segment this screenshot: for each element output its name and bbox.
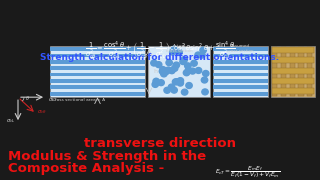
Bar <box>213 66 268 70</box>
Bar <box>272 47 277 96</box>
Bar <box>213 85 268 89</box>
Bar <box>213 73 268 76</box>
Circle shape <box>202 89 208 95</box>
Circle shape <box>177 78 184 84</box>
Circle shape <box>153 78 159 84</box>
Circle shape <box>171 87 177 93</box>
Bar <box>298 47 304 96</box>
Text: $\sigma_{cL}$: $\sigma_{cL}$ <box>6 117 16 125</box>
Circle shape <box>171 46 177 52</box>
Text: Composite Analysis -: Composite Analysis - <box>8 162 164 175</box>
Circle shape <box>181 89 188 95</box>
Text: $\sigma_{c\theta}$: $\sigma_{c\theta}$ <box>37 108 47 116</box>
Circle shape <box>191 60 197 66</box>
Bar <box>272 88 314 94</box>
Circle shape <box>177 80 183 86</box>
Bar <box>290 47 295 96</box>
Bar <box>213 46 268 97</box>
Circle shape <box>173 79 180 85</box>
Bar <box>213 92 268 96</box>
Bar <box>307 47 312 96</box>
Text: Cross sectional area = A: Cross sectional area = A <box>52 98 105 102</box>
Circle shape <box>172 79 179 85</box>
Circle shape <box>169 49 176 55</box>
Text: transverse direction: transverse direction <box>84 137 236 150</box>
Circle shape <box>158 80 164 86</box>
Text: $\dfrac{1}{\sigma_{c\theta}^2} = \dfrac{\cos^4\theta}{\sigma_{cA}^2} + \left(\df: $\dfrac{1}{\sigma_{c\theta}^2} = \dfrac{… <box>85 39 235 60</box>
Bar <box>272 57 314 64</box>
Text: Modulus & Strength in the: Modulus & Strength in the <box>8 150 206 163</box>
Circle shape <box>195 52 201 58</box>
Circle shape <box>180 59 186 65</box>
Circle shape <box>161 71 167 77</box>
Bar <box>272 47 314 53</box>
Circle shape <box>165 67 172 73</box>
Bar <box>213 79 268 83</box>
Text: Strength calculation for different orientations.: Strength calculation for different orien… <box>40 53 280 62</box>
Bar <box>213 47 268 51</box>
Circle shape <box>186 83 192 88</box>
Circle shape <box>195 68 202 73</box>
Circle shape <box>173 62 180 68</box>
Bar <box>272 78 314 84</box>
Circle shape <box>160 67 166 73</box>
Circle shape <box>169 68 175 74</box>
Circle shape <box>199 52 205 58</box>
Bar <box>50 85 145 89</box>
Bar <box>50 47 145 51</box>
Circle shape <box>189 68 196 74</box>
Text: $\theta$: $\theta$ <box>25 94 30 102</box>
Circle shape <box>200 47 206 53</box>
Bar <box>271 46 315 97</box>
Bar <box>272 68 314 74</box>
Text: $\sigma_{cT}$: $\sigma_{cT}$ <box>48 96 58 104</box>
Circle shape <box>183 70 190 76</box>
Bar <box>50 46 145 97</box>
Circle shape <box>164 87 170 93</box>
Text: Actual
cross section: Actual cross section <box>166 44 192 53</box>
Bar <box>281 47 286 96</box>
Circle shape <box>156 62 162 68</box>
Text: $E_{cT} = \dfrac{E_m E_f}{E_f(1-V_f)+V_f E_m}$: $E_{cT} = \dfrac{E_m E_f}{E_f(1-V_f)+V_f… <box>215 164 280 179</box>
Bar <box>213 60 268 64</box>
Bar <box>50 73 145 76</box>
Bar <box>50 66 145 70</box>
Circle shape <box>168 84 175 90</box>
Circle shape <box>185 63 191 69</box>
Bar <box>50 79 145 83</box>
Bar <box>148 46 210 97</box>
Text: Assumed
cross section: Assumed cross section <box>227 44 254 53</box>
Circle shape <box>172 65 178 71</box>
Circle shape <box>181 57 188 63</box>
Circle shape <box>201 77 208 83</box>
Circle shape <box>159 68 166 74</box>
Circle shape <box>185 67 192 73</box>
Text: h: h <box>153 69 157 74</box>
Circle shape <box>203 71 209 76</box>
Bar <box>50 60 145 64</box>
Circle shape <box>176 49 182 55</box>
Bar <box>50 92 145 96</box>
Circle shape <box>166 60 172 66</box>
Circle shape <box>163 69 169 75</box>
Circle shape <box>152 82 158 87</box>
Bar <box>213 54 268 57</box>
Bar <box>50 54 145 57</box>
Circle shape <box>151 60 157 66</box>
